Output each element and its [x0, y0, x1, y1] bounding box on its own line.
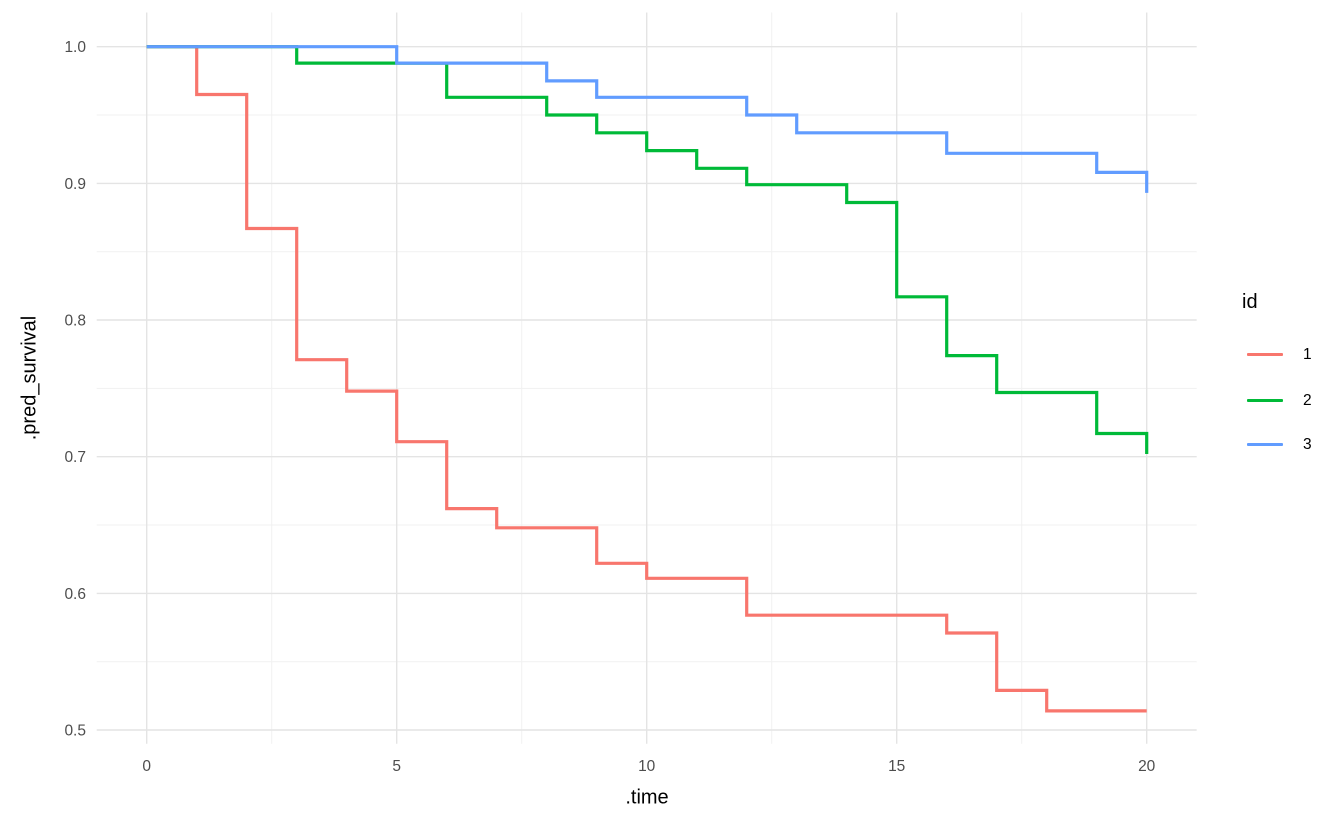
y-tick-label: 0.9 — [64, 176, 86, 193]
series-line-1 — [146, 45, 1147, 713]
y-tick-label: 0.5 — [64, 723, 86, 740]
x-tick-label: 15 — [888, 758, 905, 775]
y-tick-label: 1.0 — [64, 39, 86, 56]
x-tick-label: 5 — [392, 758, 401, 775]
x-axis-title: .time — [625, 786, 669, 809]
legend-item-3: 3 — [1247, 436, 1312, 453]
y-tick-label: 0.6 — [64, 586, 86, 603]
legend-swatch-line-red — [1247, 352, 1283, 357]
legend-title: id — [1242, 291, 1258, 313]
legend-swatch-line-blue — [1247, 442, 1283, 447]
y-tick-label: 0.8 — [64, 313, 86, 330]
series-line-3 — [146, 45, 1149, 193]
y-tick-label: 0.7 — [64, 449, 86, 466]
x-tick-label: 20 — [1138, 758, 1156, 775]
y-axis-title: .pred_survival — [18, 315, 41, 441]
x-tick-label: 0 — [142, 758, 151, 775]
series-line-2 — [146, 45, 1149, 454]
legend-item-2: 2 — [1247, 392, 1312, 409]
legend-item-label: 3 — [1303, 435, 1312, 453]
legend-swatch-line-green — [1247, 398, 1283, 403]
x-tick-label: 10 — [638, 758, 656, 775]
legend-item-1: 1 — [1247, 346, 1312, 363]
legend-item-label: 1 — [1303, 345, 1312, 363]
legend-item-label: 2 — [1303, 391, 1312, 409]
